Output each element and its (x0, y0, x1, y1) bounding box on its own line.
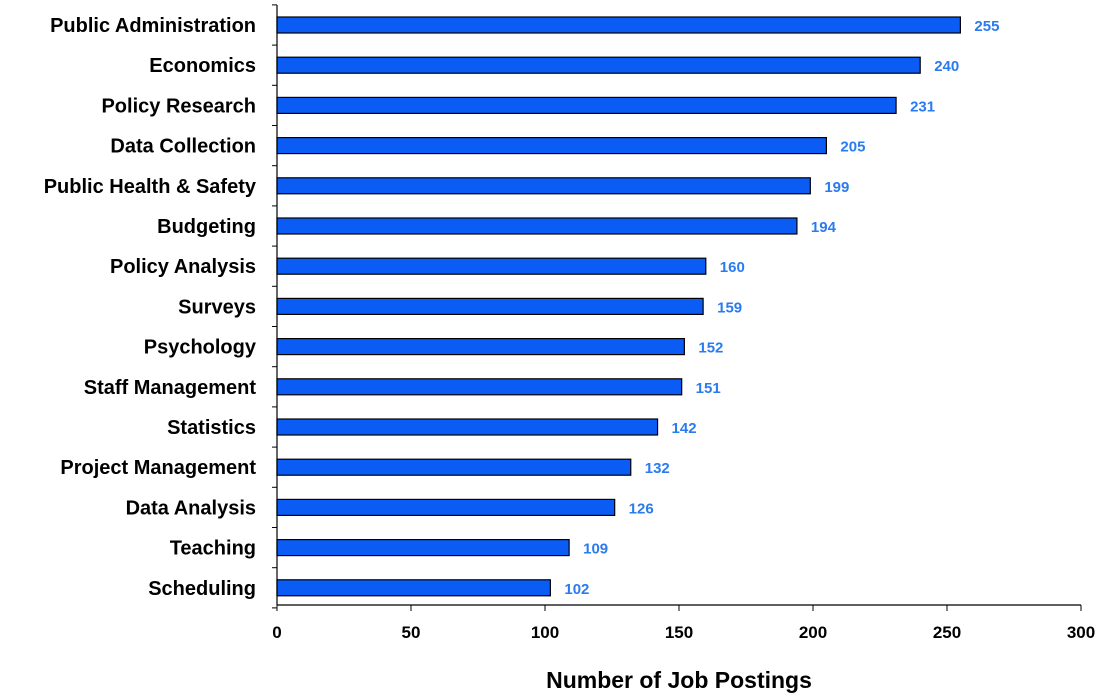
bar (276, 56, 921, 74)
value-label: 255 (974, 18, 999, 35)
category-label: Staff Management (84, 377, 257, 399)
bar (276, 579, 551, 597)
value-label: 152 (698, 340, 723, 357)
value-label: 240 (934, 58, 959, 75)
value-label: 159 (717, 299, 742, 316)
category-label: Policy Analysis (110, 256, 256, 278)
value-label: 231 (910, 98, 935, 115)
x-tick-label: 50 (402, 623, 421, 642)
bar (276, 338, 685, 356)
x-axis-title: Number of Job Postings (546, 667, 812, 693)
value-label: 205 (840, 139, 865, 156)
bar (276, 217, 798, 235)
x-tick-label: 150 (665, 623, 693, 642)
bar (276, 538, 570, 557)
category-label: Data Collection (110, 136, 256, 158)
bar (276, 137, 828, 155)
category-label: Surveys (178, 296, 256, 318)
value-label: 199 (824, 179, 849, 196)
value-label: 160 (720, 259, 745, 276)
bar (276, 458, 632, 476)
category-label: Economics (149, 55, 256, 77)
value-label: 109 (583, 541, 608, 558)
category-label: Public Administration (50, 15, 256, 37)
bar (276, 498, 616, 516)
value-label: 151 (696, 380, 721, 397)
value-label: 126 (629, 500, 654, 517)
x-ticks-group: 0 50 100 150 200 250 300 (272, 4, 1095, 642)
bars-group (276, 16, 962, 597)
value-label: 102 (564, 581, 589, 598)
bar (276, 16, 962, 34)
bar (276, 96, 897, 115)
value-label: 194 (811, 219, 837, 236)
category-label: Budgeting (157, 216, 256, 238)
category-label: Policy Research (101, 95, 256, 117)
x-tick-label: 100 (531, 623, 559, 642)
category-label: Psychology (144, 337, 257, 359)
category-label: Teaching (170, 538, 256, 560)
x-tick-label: 250 (933, 623, 961, 642)
bar (276, 378, 683, 396)
bar (276, 177, 811, 195)
bar (276, 257, 707, 275)
category-label: Data Analysis (126, 497, 256, 519)
category-label: Scheduling (148, 578, 256, 600)
category-labels-group: Public Administration Economics Policy Res… (44, 15, 257, 600)
x-tick-label: 300 (1067, 623, 1095, 642)
x-tick-label: 200 (799, 623, 827, 642)
category-label: Project Management (60, 457, 256, 479)
bar (276, 297, 704, 315)
category-label: Statistics (167, 417, 256, 439)
category-label: Public Health & Safety (44, 176, 257, 198)
value-labels-group: 255 240 231 205 199 194 160 159 152 151 142 132 126 1… (564, 18, 999, 598)
bar (276, 418, 659, 436)
x-tick-label: 0 (272, 623, 281, 642)
value-label: 132 (645, 460, 670, 477)
value-label: 142 (672, 420, 697, 437)
